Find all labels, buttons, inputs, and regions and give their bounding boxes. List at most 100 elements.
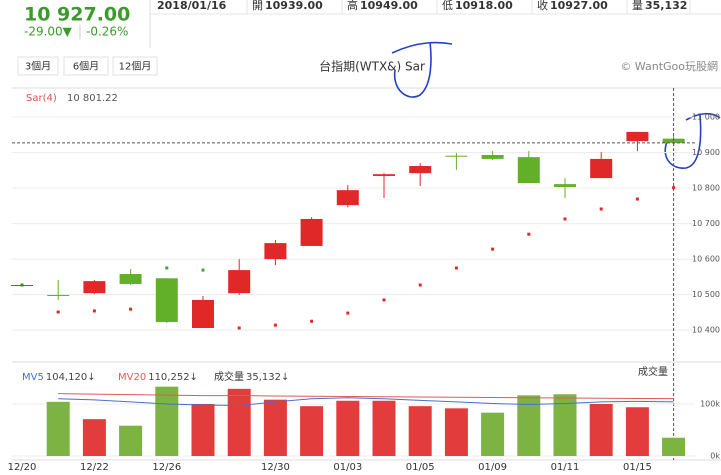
annotation <box>391 41 453 98</box>
sar-dot <box>672 186 676 190</box>
volume-bar <box>155 386 179 456</box>
range-button[interactable] <box>63 56 109 76</box>
y-tick-label: 100k <box>700 400 720 409</box>
sar-dot <box>418 283 422 287</box>
candle-body <box>409 166 432 174</box>
field-label: 低 <box>442 0 453 12</box>
x-tick-label: 12/20 <box>8 462 37 473</box>
annotation <box>664 112 721 169</box>
sar-legend-name: Sar(4) <box>26 93 57 104</box>
sar-dot <box>56 310 60 314</box>
candle-body <box>336 190 359 206</box>
x-tick-label: 12/22 <box>80 462 109 473</box>
y-tick-label: 11 000 <box>692 112 720 121</box>
candle-body <box>300 218 323 246</box>
y-tick-label: 10 700 <box>692 219 720 228</box>
volume-bar <box>625 407 649 456</box>
range-label[interactable]: 6個月 <box>73 60 99 73</box>
candle-body <box>155 278 178 322</box>
sar-dot <box>527 232 531 236</box>
volume-bar <box>227 388 251 456</box>
sar-dot <box>346 311 350 315</box>
y-tick-label: 10 900 <box>692 148 720 157</box>
sar-dot <box>599 207 603 211</box>
sar-dot <box>165 266 169 270</box>
sar-dot <box>635 197 639 201</box>
x-tick-label: 12/30 <box>261 462 290 473</box>
y-tick-label: 10 500 <box>692 290 720 299</box>
field-label: 高 <box>347 0 358 12</box>
candle-body <box>228 270 251 294</box>
chart-title: 台指期(WTX&) Sar <box>319 59 425 74</box>
candle-body <box>445 155 468 157</box>
volume-bar <box>191 404 215 456</box>
sar-dot <box>491 247 495 251</box>
field-label: 量 <box>632 0 643 12</box>
sar-dot <box>20 283 24 287</box>
field-value: 10949.00 <box>360 0 418 12</box>
sar-dot <box>310 319 314 323</box>
field-value: 10927.00 <box>550 0 608 12</box>
x-tick-label: 01/05 <box>406 462 435 473</box>
y-tick-label: 10 600 <box>692 255 720 264</box>
x-tick-label: 01/03 <box>333 462 362 473</box>
volume-bar <box>662 437 686 456</box>
copyright: © WantGoo玩股網 <box>620 59 718 73</box>
volume-bar <box>408 406 432 456</box>
candle-body <box>626 131 649 142</box>
sar-dot <box>237 326 241 330</box>
field-label: 開 <box>252 0 263 12</box>
x-tick-label: 01/09 <box>478 462 507 473</box>
field-value: 10939.00 <box>265 0 323 12</box>
legend-name: MV20 <box>118 372 146 383</box>
range-label[interactable]: 12個月 <box>119 60 152 73</box>
volume-bar <box>444 408 468 456</box>
field-value: 35,132 <box>645 0 687 12</box>
candle-body <box>47 294 70 296</box>
x-tick-label: 01/15 <box>623 462 652 473</box>
change: -29.00▼ <box>24 25 73 39</box>
range-buttons: 3個月 6個月 12個月 <box>17 56 158 76</box>
price: 10 927.00 <box>24 4 130 26</box>
y-tick-label: 10 800 <box>692 184 720 193</box>
candle-body <box>590 158 613 179</box>
candle-body <box>481 155 504 159</box>
volume-bar <box>589 404 613 456</box>
sar-dot <box>201 268 205 272</box>
range-label[interactable]: 3個月 <box>25 60 51 73</box>
candle-body <box>373 174 395 176</box>
y-tick-label: 0k <box>710 452 720 461</box>
volume-bar <box>481 412 505 456</box>
volume-bar <box>553 394 577 456</box>
volume-bar <box>46 401 70 456</box>
volume-bar <box>372 400 396 456</box>
volume-bar <box>82 419 106 456</box>
candle-body <box>119 274 142 284</box>
legend-value: 35,132↓ <box>246 372 289 383</box>
field-value: 10918.00 <box>455 0 513 12</box>
legend-name: 成交量 <box>214 370 244 383</box>
change-pct: -0.26% <box>86 25 128 39</box>
volume-bar <box>517 395 541 456</box>
volume-bar <box>263 399 287 456</box>
x-tick-label: 01/11 <box>551 462 580 473</box>
legend-value: 110,252↓ <box>148 372 198 383</box>
field-label: 收 <box>537 0 548 12</box>
range-button[interactable] <box>112 56 158 76</box>
sar-dot <box>273 323 277 327</box>
y-tick-label: 10 400 <box>692 326 720 335</box>
candle-body <box>192 299 214 329</box>
date: 2018/01/16 <box>157 0 227 12</box>
candle-body <box>264 243 287 260</box>
moving-average <box>58 393 674 400</box>
candle-body <box>83 281 106 294</box>
legend-name: MV5 <box>22 372 44 383</box>
sar-dot <box>92 309 96 313</box>
legend-value: 104,120↓ <box>46 372 96 383</box>
sar-legend-value: 10 801.22 <box>67 93 118 104</box>
range-button[interactable] <box>17 56 59 76</box>
sar-dot <box>454 266 458 270</box>
moving-average <box>58 397 674 407</box>
